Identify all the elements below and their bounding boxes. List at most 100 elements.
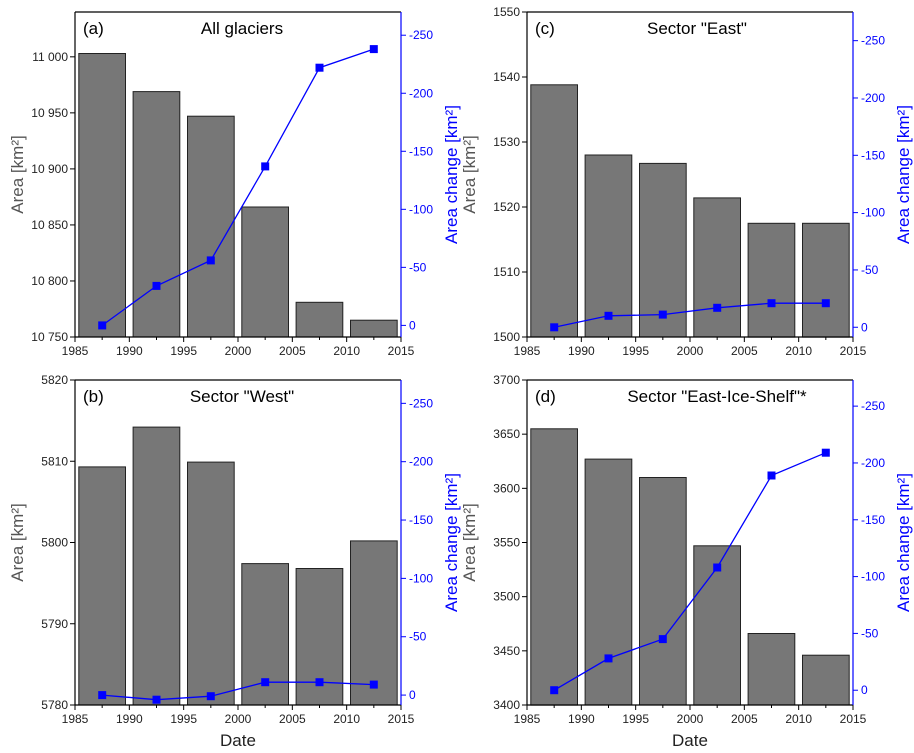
x-tick-label: 2010 bbox=[333, 344, 360, 358]
right-axis-label: Area change [km²] bbox=[894, 473, 913, 612]
area-change-marker bbox=[206, 256, 215, 265]
panel-letter: (a) bbox=[83, 19, 104, 38]
x-tick-label: 2005 bbox=[731, 344, 758, 358]
area-bar bbox=[350, 540, 398, 706]
x-tick-label: 1990 bbox=[568, 344, 595, 358]
left-y-tick-label: 1530 bbox=[493, 135, 520, 149]
area-bar bbox=[187, 115, 235, 338]
panel-letter: (b) bbox=[83, 387, 104, 406]
left-y-tick-label: 1510 bbox=[493, 265, 520, 279]
area-change-marker bbox=[98, 691, 107, 700]
right-y-tick-label: -200 bbox=[409, 86, 433, 100]
left-y-tick-label: 5810 bbox=[41, 454, 68, 468]
x-axis-label: Date bbox=[672, 731, 708, 750]
left-y-tick-label: 3450 bbox=[493, 644, 520, 658]
left-y-tick-label: 11 000 bbox=[32, 50, 68, 64]
x-tick-label: 1995 bbox=[170, 344, 197, 358]
x-tick-label: 1990 bbox=[116, 344, 143, 358]
x-tick-label: 2005 bbox=[731, 712, 758, 726]
x-tick-label: 1995 bbox=[622, 712, 649, 726]
left-y-tick-label: 10 850 bbox=[31, 218, 68, 232]
right-axis-label: Area change [km²] bbox=[442, 105, 461, 244]
area-change-marker bbox=[713, 563, 722, 572]
left-axis-label: Area [km²] bbox=[460, 135, 479, 213]
right-y-tick-label: -250 bbox=[861, 399, 885, 413]
area-change-marker bbox=[369, 45, 378, 54]
area-bar bbox=[295, 301, 344, 338]
right-y-tick-label: -50 bbox=[861, 626, 879, 640]
area-change-marker bbox=[658, 635, 667, 644]
area-change-marker bbox=[550, 323, 559, 332]
chart-panel-1: 1985 1990 1995 2000 2005 2010 2015 10 750 10 800… bbox=[8, 11, 461, 358]
left-y-tick-label: 3650 bbox=[493, 427, 520, 441]
left-y-tick-label: 1540 bbox=[493, 70, 520, 84]
area-change-line bbox=[102, 681, 374, 701]
left-y-tick-label: 1500 bbox=[493, 330, 520, 344]
area-change-marker bbox=[315, 678, 324, 687]
area-bar bbox=[693, 197, 741, 338]
area-bar bbox=[241, 206, 290, 338]
area-bar bbox=[350, 319, 398, 338]
area-bar bbox=[187, 461, 235, 706]
area-bar bbox=[802, 222, 850, 338]
area-bar bbox=[78, 53, 127, 338]
area-change-marker bbox=[550, 686, 559, 695]
left-y-tick-label: 1550 bbox=[493, 5, 520, 19]
right-y-tick-label: -150 bbox=[409, 513, 433, 527]
x-tick-label: 1985 bbox=[514, 712, 541, 726]
chart-panel-3: 1985 1990 1995 2000 2005 2010 2015 5780 5790 5800… bbox=[8, 373, 461, 750]
x-tick-label: 1995 bbox=[170, 712, 197, 726]
area-bar bbox=[530, 84, 578, 338]
right-y-tick-label: 0 bbox=[409, 688, 416, 702]
x-tick-label: 2010 bbox=[785, 712, 812, 726]
x-tick-label: 2005 bbox=[279, 344, 306, 358]
area-bar bbox=[530, 428, 578, 706]
area-bar bbox=[747, 633, 796, 706]
right-y-tick-label: -50 bbox=[409, 630, 427, 644]
area-bar bbox=[639, 162, 687, 338]
left-y-tick-label: 5780 bbox=[41, 698, 68, 712]
panel-title: Sector "West" bbox=[190, 387, 294, 406]
x-tick-label: 2015 bbox=[840, 344, 867, 358]
right-y-tick-label: -200 bbox=[861, 91, 885, 105]
area-change-marker bbox=[261, 162, 270, 171]
right-y-tick-label: 0 bbox=[861, 683, 868, 697]
x-axis-label: Date bbox=[220, 731, 256, 750]
left-y-tick-label: 3700 bbox=[493, 373, 520, 387]
area-bar bbox=[584, 458, 633, 706]
x-tick-label: 2015 bbox=[388, 344, 415, 358]
area-change-marker bbox=[821, 448, 830, 457]
left-y-tick-label: 5800 bbox=[41, 536, 68, 550]
area-change-marker bbox=[369, 680, 378, 689]
area-change-marker bbox=[261, 678, 270, 687]
right-y-tick-label: 0 bbox=[409, 318, 416, 332]
right-y-tick-label: -250 bbox=[409, 396, 433, 410]
x-tick-label: 2000 bbox=[677, 344, 704, 358]
area-change-marker bbox=[315, 63, 324, 72]
left-y-tick-label: 3600 bbox=[493, 481, 520, 495]
right-y-tick-label: -50 bbox=[861, 263, 879, 277]
area-change-marker bbox=[767, 471, 776, 480]
x-tick-label: 2005 bbox=[279, 712, 306, 726]
right-y-tick-label: -150 bbox=[861, 148, 885, 162]
panel-title: Sector "East-Ice-Shelf"* bbox=[627, 387, 807, 406]
area-bar bbox=[584, 154, 633, 338]
chart-panel-4: 1985 1990 1995 2000 2005 2010 2015 3400 3450 3500… bbox=[460, 373, 913, 750]
area-bar bbox=[132, 91, 181, 338]
left-y-tick-label: 3500 bbox=[493, 590, 520, 604]
right-y-tick-label: -100 bbox=[861, 570, 885, 584]
left-axis-label: Area [km²] bbox=[8, 503, 27, 581]
area-change-marker bbox=[152, 281, 161, 290]
area-change-marker bbox=[604, 311, 613, 320]
area-change-marker bbox=[152, 695, 161, 704]
panel-letter: (c) bbox=[535, 19, 555, 38]
area-bar bbox=[639, 477, 687, 706]
panel-title: Sector "East" bbox=[647, 19, 747, 38]
left-y-tick-label: 10 750 bbox=[31, 330, 68, 344]
right-axis-label: Area change [km²] bbox=[894, 105, 913, 244]
left-y-tick-label: 3550 bbox=[493, 536, 520, 550]
right-y-tick-label: -200 bbox=[861, 456, 885, 470]
right-y-tick-label: -250 bbox=[861, 34, 885, 48]
area-change-line bbox=[554, 302, 826, 328]
